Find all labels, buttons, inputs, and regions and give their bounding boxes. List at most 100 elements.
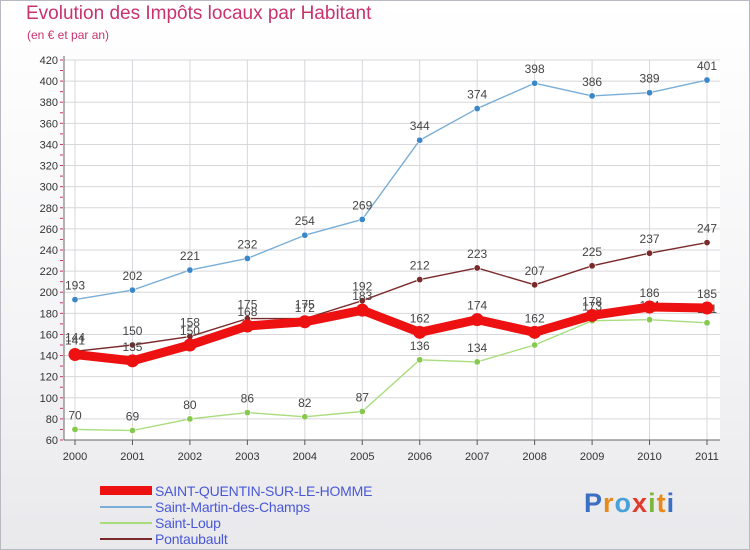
data-point <box>243 409 251 417</box>
y-tick-label: 380 <box>40 97 58 109</box>
legend-label: Saint-Loup <box>155 515 221 531</box>
data-point <box>700 301 714 315</box>
data-label: 237 <box>640 232 660 246</box>
data-point <box>473 105 481 113</box>
data-point <box>186 266 194 274</box>
data-point <box>358 407 366 415</box>
data-point <box>588 92 596 100</box>
data-point <box>585 308 599 322</box>
data-label: 221 <box>180 249 200 263</box>
data-label: 174 <box>467 299 487 313</box>
data-label: 386 <box>582 75 602 89</box>
y-tick-label: 300 <box>40 182 58 194</box>
legend-label: Pontaubault <box>155 531 228 547</box>
data-point <box>298 315 312 329</box>
y-tick-label: 320 <box>40 161 58 173</box>
x-tick-label: 2007 <box>465 451 489 463</box>
x-tick-label: 2002 <box>178 451 202 463</box>
y-tick-label: 260 <box>40 224 58 236</box>
data-point <box>531 341 539 349</box>
data-point <box>243 254 251 262</box>
x-tick-label: 2000 <box>63 451 87 463</box>
series-saint-martin-des-champs: 193 202 221 232 254 269 344 374 398 386 389 401 <box>65 59 717 304</box>
data-point <box>646 89 654 97</box>
data-label: 172 <box>295 301 315 315</box>
data-label: 185 <box>697 287 717 301</box>
data-label: 269 <box>352 198 372 212</box>
data-point <box>470 313 484 327</box>
y-tick-label: 60 <box>46 435 58 447</box>
data-point <box>646 316 654 324</box>
x-tick-label: 2011 <box>695 451 719 463</box>
data-label: 207 <box>525 264 545 278</box>
data-point <box>413 325 427 339</box>
data-label: 150 <box>122 324 142 338</box>
data-label: 87 <box>356 391 370 405</box>
y-tick-label: 360 <box>40 118 58 130</box>
y-tick-label: 140 <box>40 351 58 363</box>
series-line <box>74 318 708 432</box>
y-tick-label: 160 <box>40 329 58 341</box>
data-label: 254 <box>295 214 315 228</box>
x-tick-label: 2008 <box>522 451 546 463</box>
data-label: 223 <box>467 247 487 261</box>
data-label: 158 <box>180 316 200 330</box>
legend-swatch <box>100 506 152 508</box>
data-label: 134 <box>467 341 487 355</box>
data-label: 150 <box>180 324 200 338</box>
data-label: 69 <box>126 410 140 424</box>
data-label: 80 <box>183 398 197 412</box>
y-tick-label: 340 <box>40 139 58 151</box>
x-tick-label: 2010 <box>637 451 661 463</box>
x-tick-label: 2003 <box>235 451 259 463</box>
logo-letter: P <box>584 488 604 518</box>
data-point <box>301 231 309 239</box>
legend-label: Saint-Martin-des-Champs <box>155 499 310 515</box>
data-label: 193 <box>65 279 85 293</box>
data-point <box>301 413 309 421</box>
y-tick-label: 280 <box>40 203 58 215</box>
data-point <box>643 300 657 314</box>
data-point <box>703 319 711 327</box>
logo-letter: t <box>656 488 667 518</box>
x-tick-label: 2004 <box>293 451 317 463</box>
data-point <box>531 281 539 289</box>
data-label: 225 <box>582 245 602 259</box>
data-point <box>473 264 481 272</box>
x-tick-label: 2006 <box>407 451 431 463</box>
data-point <box>416 136 424 144</box>
data-label: 212 <box>410 259 430 273</box>
proxiti-logo: Proxiti <box>584 488 675 519</box>
data-label: 344 <box>410 119 430 133</box>
y-tick-label: 180 <box>40 308 58 320</box>
y-tick-label: 220 <box>40 266 58 278</box>
data-point <box>128 286 136 294</box>
data-label: 192 <box>352 280 372 294</box>
y-tick-label: 80 <box>46 414 58 426</box>
y-tick-label: 420 <box>40 55 58 67</box>
data-point <box>125 354 139 368</box>
data-label: 175 <box>295 298 315 312</box>
logo-letter: r <box>603 488 615 518</box>
data-point <box>186 415 194 423</box>
data-point <box>416 356 424 364</box>
data-point <box>128 426 136 434</box>
data-point <box>588 262 596 270</box>
data-point <box>183 338 197 352</box>
data-point <box>358 215 366 223</box>
x-tick-label: 2001 <box>120 451 144 463</box>
legend-swatch <box>100 486 152 495</box>
data-label: 70 <box>68 408 82 422</box>
legend-swatch <box>100 522 152 524</box>
y-tick-label: 400 <box>40 76 58 88</box>
data-point <box>646 249 654 257</box>
data-point <box>416 276 424 284</box>
data-label: 178 <box>582 294 602 308</box>
data-point <box>71 296 79 304</box>
data-label: 247 <box>697 222 717 236</box>
data-label: 183 <box>352 289 372 303</box>
data-label: 168 <box>237 305 257 319</box>
y-tick-label: 100 <box>40 393 58 405</box>
data-label: 398 <box>525 62 545 76</box>
